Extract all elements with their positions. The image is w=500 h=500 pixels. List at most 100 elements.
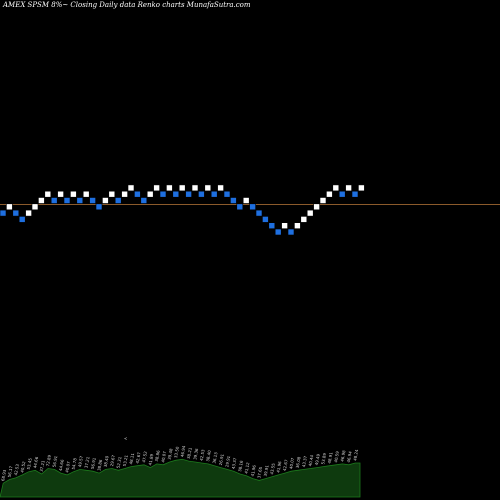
renko-brick-up: [332, 184, 340, 192]
volume-label: 48.91: [327, 451, 334, 464]
renko-brick-up: [44, 190, 52, 198]
volume-label: 37.65: [256, 466, 263, 479]
renko-brick-down: [268, 222, 276, 229]
volume-label: 56.91: [51, 455, 58, 468]
volume-label: 42.67: [135, 451, 142, 464]
volume-label: 38.86: [96, 459, 103, 472]
volume-label: 47.52: [141, 450, 148, 463]
renko-brick-up: [204, 184, 212, 192]
renko-brick-down: [230, 197, 237, 204]
renko-bricks: [0, 184, 365, 236]
volume-label: 41.96: [250, 464, 257, 477]
volume-label: 38.40: [205, 449, 212, 462]
volume-label: 46.94: [179, 445, 186, 458]
renko-brick-down: [185, 190, 192, 198]
volume-label: 38.40: [103, 455, 110, 468]
renko-brick-down: [223, 190, 231, 198]
renko-brick-up: [358, 184, 365, 192]
renko-brick-up: [281, 222, 288, 229]
volume-label: 37.21: [83, 456, 90, 469]
renko-brick-up: [166, 184, 173, 192]
renko-brick-up: [178, 184, 186, 192]
volume-label: 49.49: [314, 453, 321, 466]
renko-brick-down: [76, 197, 84, 204]
volume-label: 37.21: [39, 460, 46, 473]
volume-label: 39.36: [192, 448, 199, 461]
renko-brick-down: [172, 190, 180, 198]
volume-label: 42.67: [282, 459, 289, 472]
volume-label: 33.50: [173, 446, 180, 459]
renko-brick-down: [236, 203, 244, 211]
volume-label: 40.07: [160, 450, 167, 463]
chart-title: AMEX SPSM 8%~ Closing Daily data Renko c…: [3, 1, 251, 9]
renko-brick-up: [153, 184, 160, 192]
renko-brick-up: [57, 190, 64, 198]
volume-label: 44.66: [32, 456, 39, 469]
volume-label: 41.89: [147, 453, 154, 466]
volume-label: 53.45: [26, 457, 33, 470]
volume-label: 38.86: [154, 449, 161, 462]
volume-area-shape: [0, 458, 361, 498]
renko-brick-down: [338, 190, 346, 198]
renko-brick-down: [114, 197, 122, 204]
volume-labels: 68.93 56.17 42.53 40.52 53.45 44.66 37.21 72.89…: [0, 436, 359, 481]
renko-brick-down: [50, 197, 58, 204]
renko-brick-up: [313, 203, 320, 211]
renko-brick-up: [31, 203, 39, 211]
renko-brick-up: [191, 184, 199, 192]
volume-label: 46.94: [346, 450, 353, 463]
renko-brick-down: [198, 190, 205, 198]
renko-brick-down: [274, 228, 282, 236]
volume-label: 41.12: [243, 461, 250, 474]
renko-brick-up: [242, 197, 250, 204]
volume-label: 36.13: [211, 451, 218, 464]
volume-label: 56.91: [90, 457, 97, 470]
renko-brick-down: [255, 209, 263, 217]
renko-brick-down: [249, 203, 256, 211]
volume-label: 39.48: [167, 448, 174, 461]
volume-label: 52.31: [115, 456, 122, 469]
renko-brick-down: [95, 203, 103, 211]
volume-label: 43.37: [231, 457, 238, 470]
renko-brick-down: [210, 190, 218, 198]
volume-label: 49.57: [77, 455, 84, 468]
volume-label: 40.07: [288, 457, 295, 470]
renko-brick-down: [18, 216, 26, 223]
volume-label: 43.55: [269, 462, 276, 475]
volume-label: 42.53: [199, 449, 206, 462]
renko-brick-up: [82, 190, 90, 198]
renko-brick-up: [345, 184, 352, 192]
renko-brick-up: [294, 222, 301, 229]
volume-label: 68.93: [0, 469, 7, 482]
volume-label: 53.89: [320, 452, 327, 465]
volume-label: 38.16: [237, 460, 244, 473]
renko-brick-up: [108, 190, 116, 198]
volume-label: 53.21: [122, 454, 129, 467]
volume-label: 40.07: [64, 461, 71, 474]
renko-brick-up: [300, 216, 308, 223]
renko-brick-up: [6, 203, 13, 211]
renko-brick-down: [134, 190, 141, 198]
volume-label: 48.11: [128, 452, 135, 465]
renko-brick-up: [70, 190, 77, 198]
volume-label: 39.91: [263, 464, 270, 477]
volume-label: 56.17: [7, 465, 14, 478]
volume-label: 40.52: [19, 461, 26, 474]
volume-label: 43.37: [301, 455, 308, 468]
renko-brick-up: [326, 190, 333, 198]
volume-area: [0, 458, 361, 498]
volume-label: 38.21: [186, 447, 193, 460]
renko-brick-down: [63, 197, 71, 204]
renko-brick-up: [217, 184, 224, 192]
volume-label: 26.91: [218, 453, 225, 466]
volume-label: 40.44: [307, 454, 314, 467]
renko-brick-up: [306, 209, 314, 217]
volume-label: 29.91: [224, 455, 231, 468]
renko-brick-down: [140, 197, 148, 204]
renko-brick-up: [38, 197, 45, 204]
renko-brick-up: [127, 184, 135, 192]
volume-label: 48.24: [352, 449, 359, 462]
renko-brick-up: [121, 190, 128, 198]
